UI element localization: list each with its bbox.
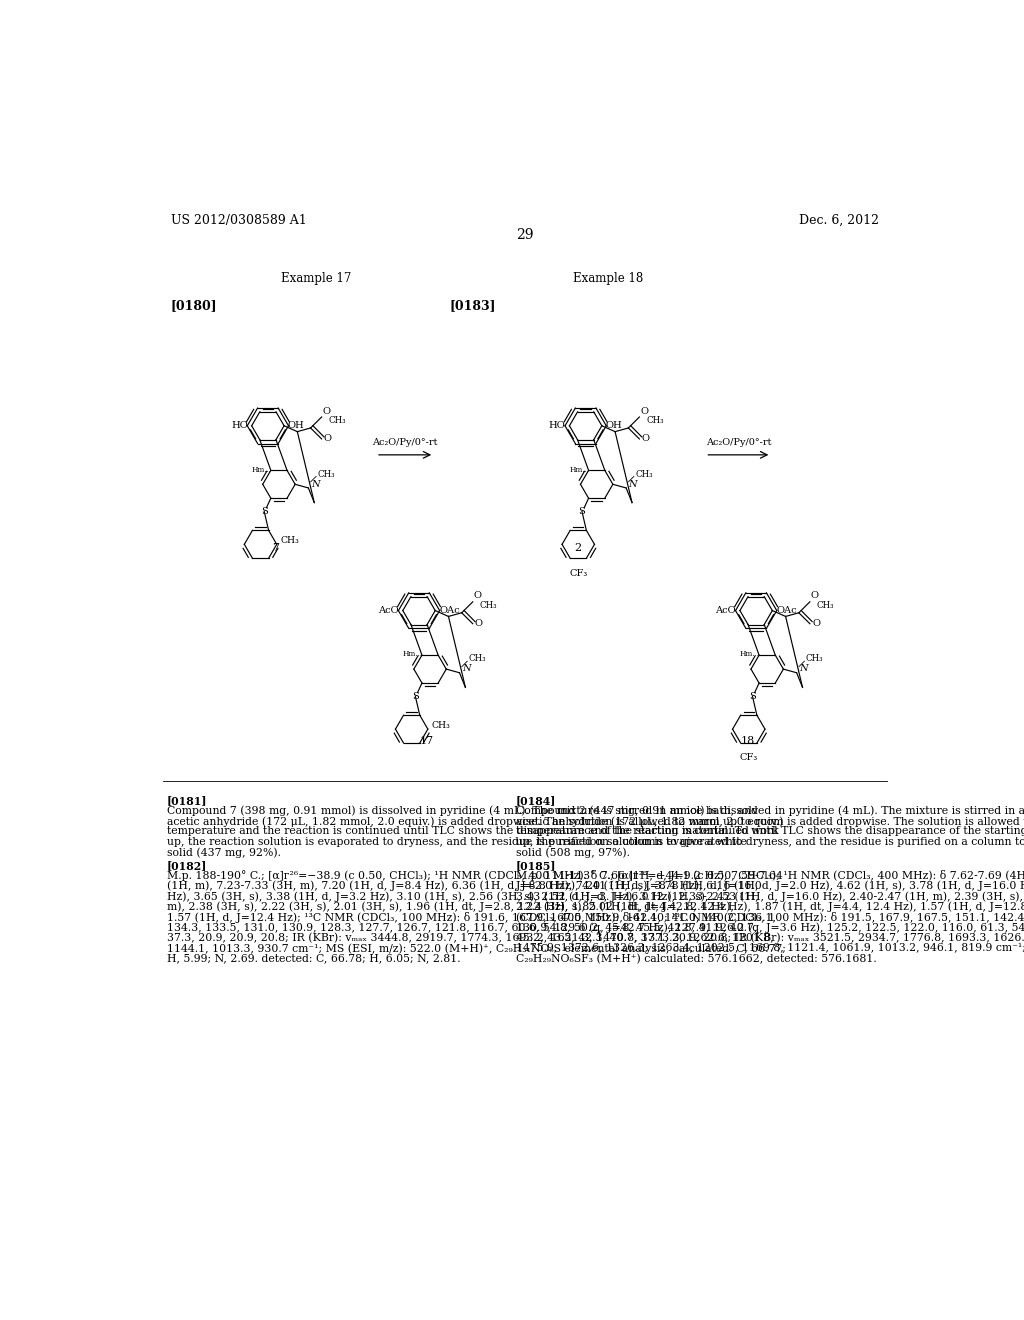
- Text: Hm...: Hm...: [402, 651, 423, 659]
- Text: Hz), 3.65 (3H, s), 3.38 (1H, d, J=3.2 Hz), 3.10 (1H, s), 2.56 (3H, s), 2.52 (1H,: Hz), 3.65 (3H, s), 3.38 (1H, d, J=3.2 Hz…: [167, 891, 759, 902]
- Text: 130.9, 129.6 (q, J=42.7 Hz), 127.9, 126.2 (q, J=3.6 Hz), 125.2, 122.5, 122.0, 11: 130.9, 129.6 (q, J=42.7 Hz), 127.9, 126.…: [515, 923, 1024, 933]
- Text: O: O: [812, 619, 820, 628]
- Text: temperature and the reaction is continued until TLC shows the disappearance of t: temperature and the reaction is continue…: [515, 826, 1024, 837]
- Text: CH₃: CH₃: [479, 601, 497, 610]
- Text: O: O: [811, 591, 818, 601]
- Text: Example 18: Example 18: [573, 272, 644, 285]
- Text: HO: HO: [549, 421, 565, 430]
- Text: CF₃: CF₃: [739, 754, 758, 763]
- Text: HO: HO: [231, 421, 248, 430]
- Text: O: O: [475, 619, 483, 628]
- Text: solid (437 mg, 92%).: solid (437 mg, 92%).: [167, 847, 281, 858]
- Text: 29: 29: [516, 227, 534, 242]
- Text: Compound 7 (398 mg, 0.91 mmol) is dissolved in pyridine (4 mL). The mixture is s: Compound 7 (398 mg, 0.91 mmol) is dissol…: [167, 805, 758, 816]
- Text: CH₃: CH₃: [317, 470, 335, 479]
- Text: acetic anhydride (172 μL, 1.82 mmol, 2.0 equiv.) is added dropwise. The solution: acetic anhydride (172 μL, 1.82 mmol, 2.0…: [167, 816, 783, 826]
- Text: Compound 2 (447 mg, 0.91 mmol) is dissolved in pyridine (4 mL). The mixture is s: Compound 2 (447 mg, 0.91 mmol) is dissol…: [515, 805, 1024, 816]
- Text: 134.3, 133.5, 131.0, 130.9, 128.3, 127.7, 126.7, 121.8, 116.7, 60.6, 54.8, 50.2,: 134.3, 133.5, 131.0, 130.9, 128.3, 127.7…: [167, 923, 757, 932]
- Text: N: N: [799, 664, 808, 673]
- Text: Hm...: Hm...: [739, 651, 760, 659]
- Text: AcO: AcO: [716, 606, 736, 615]
- Text: O: O: [473, 591, 481, 601]
- Text: [0185]: [0185]: [515, 859, 556, 871]
- Text: Hm...: Hm...: [569, 466, 589, 474]
- Text: CF₃: CF₃: [569, 569, 588, 578]
- Text: OAc: OAc: [439, 606, 460, 615]
- Text: CH₃: CH₃: [816, 601, 835, 610]
- Text: 1475.9, 1372.6, 1326.3, 1263.4, 1202.5, 1169.8, 1121.4, 1061.9, 1013.2, 946.1, 8: 1475.9, 1372.6, 1326.3, 1263.4, 1202.5, …: [515, 942, 1024, 953]
- Text: acetic anhydride (172 μL, 1.82 mmol, 2.0 equiv.) is added dropwise. The solution: acetic anhydride (172 μL, 1.82 mmol, 2.0…: [515, 816, 1024, 826]
- Text: 7: 7: [271, 543, 279, 553]
- Text: (1H, m), 7.23-7.33 (3H, m), 7.20 (1H, d, J=8.4 Hz), 6.36 (1H, d, J=2.0 Hz), 4.41: (1H, m), 7.23-7.33 (3H, m), 7.20 (1H, d,…: [167, 880, 762, 891]
- Text: [0180]: [0180]: [171, 300, 217, 313]
- Text: [0183]: [0183]: [450, 300, 496, 313]
- Text: CH₃: CH₃: [281, 536, 299, 545]
- Text: S: S: [579, 507, 586, 516]
- Text: M.p. 111-113° C.; [α]ᴦ²⁶=−44.1 (c 0.50, CHCl₃); ¹H NMR (CDCl₃, 400 MHz): δ 7.62-: M.p. 111-113° C.; [α]ᴦ²⁶=−44.1 (c 0.50, …: [515, 870, 1024, 882]
- Text: O: O: [324, 434, 332, 444]
- Text: M.p. 188-190° C.; [α]ᴦ²⁶=−38.9 (c 0.50, CHCl₃); ¹H NMR (CDCl₃, 400 MHz): δ 7.66 : M.p. 188-190° C.; [α]ᴦ²⁶=−38.9 (c 0.50, …: [167, 870, 782, 882]
- Text: m), 2.38 (3H, s), 2.22 (3H, s), 2.01 (3H, s), 1.96 (1H, dt, J=2.8, 12.4 Hz), 1.8: m), 2.38 (3H, s), 2.22 (3H, s), 2.01 (3H…: [167, 902, 734, 912]
- Text: [0182]: [0182]: [167, 859, 207, 871]
- Text: up, the reaction solution is evaporated to dryness, and the residue is purified : up, the reaction solution is evaporated …: [167, 837, 746, 846]
- Text: 45.2, 43.5, 42.3, 40.7, 37.1, 20.9, 20.8; IR (KBr): vₘₐₓ 3521.5, 2934.7, 1776.8,: 45.2, 43.5, 42.3, 40.7, 37.1, 20.9, 20.8…: [515, 933, 1024, 942]
- Text: [0181]: [0181]: [167, 795, 207, 807]
- Text: C₂₉H₂₉NO₆SF₃ (M+H⁺) calculated: 576.1662, detected: 576.1681.: C₂₉H₂₉NO₆SF₃ (M+H⁺) calculated: 576.1662…: [515, 953, 877, 964]
- Text: J=8.8 Hz), 7.20 (1H, d, J=8.4 Hz), 6.16 (1H, d, J=2.0 Hz), 4.62 (1H, s), 3.78 (1: J=8.8 Hz), 7.20 (1H, d, J=8.4 Hz), 6.16 …: [515, 880, 1024, 891]
- Text: (CDCl₃, 400 MHz): δ-61.40; ¹³C NMR (CDCl₃, 100 MHz): δ 191.5, 167.9, 167.5, 151.: (CDCl₃, 400 MHz): δ-61.40; ¹³C NMR (CDCl…: [515, 912, 1024, 923]
- Text: O: O: [640, 407, 648, 416]
- Text: 1144.1, 1013.3, 930.7 cm⁻¹; MS (ESI, m/z): 522.0 (M+H)⁺, C₂₉H₃₁NO₆S elemental an: 1144.1, 1013.3, 930.7 cm⁻¹; MS (ESI, m/z…: [167, 942, 785, 953]
- Text: S: S: [412, 692, 419, 701]
- Text: 2.22 (3H, s), 2.02 (1H, dt, J=2.8, 12.4 Hz), 1.87 (1H, dt, J=4.4, 12.4 Hz), 1.57: 2.22 (3H, s), 2.02 (1H, dt, J=2.8, 12.4 …: [515, 902, 1024, 912]
- Text: US 2012/0308589 A1: US 2012/0308589 A1: [171, 214, 306, 227]
- Text: temperature and the reaction is continued until TLC shows the disappearance of t: temperature and the reaction is continue…: [167, 826, 778, 837]
- Text: OH: OH: [288, 421, 305, 430]
- Text: Dec. 6, 2012: Dec. 6, 2012: [799, 214, 879, 227]
- Text: [0184]: [0184]: [515, 795, 556, 807]
- Text: O: O: [323, 407, 331, 416]
- Text: CH₃: CH₃: [806, 655, 823, 664]
- Text: CH₃: CH₃: [431, 721, 451, 730]
- Text: O: O: [642, 434, 649, 444]
- Text: N: N: [310, 479, 319, 488]
- Text: S: S: [261, 507, 267, 516]
- Text: OAc: OAc: [776, 606, 797, 615]
- Text: H, 5.99; N, 2.69. detected: C, 66.78; H, 6.05; N, 2.81.: H, 5.99; N, 2.69. detected: C, 66.78; H,…: [167, 953, 461, 964]
- Text: up, the reaction solution is evaporated to dryness, and the residue is purified : up, the reaction solution is evaporated …: [515, 837, 1024, 846]
- Text: 2: 2: [573, 543, 581, 553]
- Text: Hm...: Hm...: [252, 466, 271, 474]
- Text: CH₃: CH₃: [329, 416, 346, 425]
- Text: solid (508 mg, 97%).: solid (508 mg, 97%).: [515, 847, 630, 858]
- Text: CH₃: CH₃: [636, 470, 653, 479]
- Text: Ac₂O/Py/0°-rt: Ac₂O/Py/0°-rt: [706, 438, 771, 447]
- Text: N: N: [629, 479, 637, 488]
- Text: CH₃: CH₃: [646, 416, 664, 425]
- Text: 17: 17: [419, 735, 433, 746]
- Text: 18: 18: [741, 735, 755, 746]
- Text: N: N: [462, 664, 470, 673]
- Text: Ac₂O/Py/0°-rt: Ac₂O/Py/0°-rt: [373, 438, 438, 447]
- Text: 1.57 (1H, d, J=12.4 Hz); ¹³C NMR (CDCl₃, 100 MHz): δ 191.6, 167.9, 167.5, 150.9,: 1.57 (1H, d, J=12.4 Hz); ¹³C NMR (CDCl₃,…: [167, 912, 776, 923]
- Text: Example 17: Example 17: [282, 272, 351, 285]
- Text: AcO: AcO: [378, 606, 399, 615]
- Text: 3.43 (1H, d, J=3. Hz), 3.12 (1H, s), 2.53 (1H, d, J=16.0 Hz), 2.40-2.47 (1H, m),: 3.43 (1H, d, J=3. Hz), 3.12 (1H, s), 2.5…: [515, 891, 1024, 902]
- Text: 37.3, 20.9, 20.9, 20.8; IR (KBr): vₘₐₓ 3444.8, 2919.7, 1774.3, 1693.2, 1621.3, 1: 37.3, 20.9, 20.9, 20.8; IR (KBr): vₘₐₓ 3…: [167, 933, 773, 942]
- Text: OH: OH: [606, 421, 623, 430]
- Text: CH₃: CH₃: [469, 655, 486, 664]
- Text: S: S: [749, 692, 756, 701]
